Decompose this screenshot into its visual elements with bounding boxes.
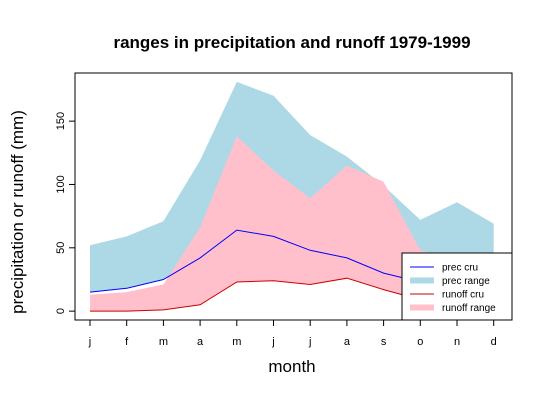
y-axis-label: precipitation or runoff (mm) (8, 110, 27, 314)
x-tick-label-5: j (271, 336, 274, 348)
y-tick-label-3: 150 (55, 112, 67, 130)
y-tick-label-2: 100 (55, 175, 67, 193)
chart-title: ranges in precipitation and runoff 1979-… (113, 33, 470, 52)
x-axis-label: month (268, 357, 315, 376)
x-tick-label-4: m (232, 336, 241, 348)
x-tick-label-3: a (197, 336, 204, 348)
x-tick-label-9: o (417, 336, 423, 348)
y-tick-label-1: 50 (55, 242, 67, 254)
x-tick-label-2: m (159, 336, 168, 348)
x-tick-label-7: a (344, 336, 351, 348)
legend-label-prec-cru: prec cru (442, 263, 478, 274)
x-tick-label-1: f (125, 336, 129, 348)
legend-label-runoff-range: runoff range (442, 303, 496, 314)
legend-label-prec-range: prec range (442, 276, 490, 287)
band-runoff-range (90, 136, 494, 312)
plot-frame (74, 72, 513, 321)
legend-label-runoff-cru: runoff cru (442, 290, 484, 301)
x-tick-label-0: j (88, 336, 91, 348)
plot-marks (89, 81, 494, 312)
x-tick-label-10: n (454, 336, 460, 348)
x-tick-label-11: d (491, 336, 497, 348)
x-tick-label-8: s (381, 336, 387, 348)
x-tick-label-6: j (308, 336, 311, 348)
plot-area: j f m a m j j a s o n d 0 50 100 150 (55, 72, 513, 348)
y-tick-label-0: 0 (55, 308, 67, 314)
legend: prec cru prec range runoff cru runoff range (401, 252, 513, 321)
